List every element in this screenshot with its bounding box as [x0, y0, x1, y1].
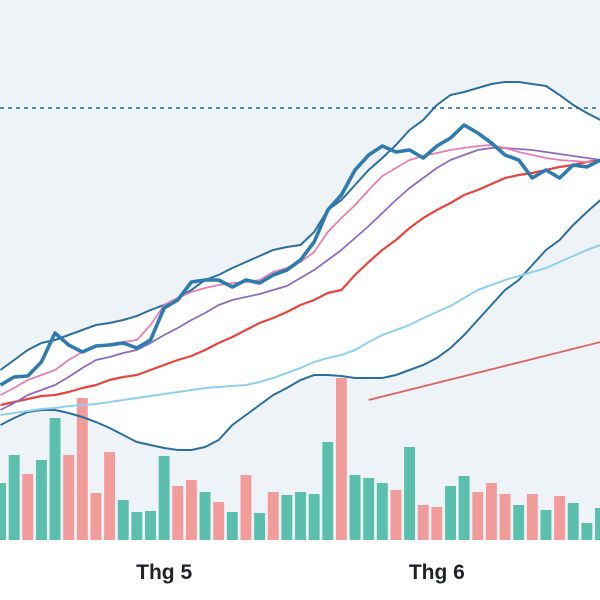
volume-bar	[90, 493, 102, 540]
band-fill	[0, 82, 600, 450]
volume-bar	[254, 513, 266, 540]
volume-bar	[431, 507, 443, 540]
volume-bar	[131, 512, 143, 540]
volume-bar	[595, 508, 600, 540]
volume-bar	[404, 447, 416, 540]
volume-bar	[526, 494, 538, 540]
volume-bar	[513, 505, 525, 540]
volume-bar	[322, 442, 334, 540]
volume-bar	[0, 483, 6, 540]
volume-bar	[472, 492, 484, 540]
volume-bar	[445, 486, 456, 540]
volume-bar	[158, 456, 170, 540]
volume-bar	[267, 492, 279, 540]
volume-bar	[458, 476, 470, 540]
volume-bar	[308, 494, 320, 540]
volume-bar	[363, 478, 375, 540]
volume-bar	[35, 460, 47, 540]
volume-bar	[104, 452, 116, 540]
volume-bar	[76, 398, 88, 540]
volume-bar	[22, 474, 34, 540]
trendline	[368, 341, 600, 401]
line-series	[0, 244, 600, 416]
volume-bar	[213, 502, 225, 540]
volume-bar	[49, 418, 61, 540]
volume-bar	[335, 378, 347, 540]
volume-bar	[499, 494, 511, 540]
volume-bar	[63, 455, 75, 540]
band-lower	[0, 199, 600, 451]
axis-background	[0, 540, 600, 600]
volume-bar	[117, 500, 129, 540]
volume-bar	[240, 475, 252, 540]
volume-bar	[581, 523, 593, 540]
volume-bar	[145, 511, 156, 540]
volume-bar	[226, 512, 238, 540]
volume-bar	[172, 486, 184, 540]
volume-bar	[8, 455, 20, 540]
volume-bar	[540, 510, 552, 540]
volume-bar	[417, 505, 429, 540]
volume-bar	[390, 490, 402, 540]
volume-bar	[349, 475, 361, 540]
volume-bar	[376, 483, 388, 540]
volume-bar	[567, 503, 579, 540]
volume-bar	[281, 495, 293, 540]
volume-bar	[554, 496, 566, 540]
line-series	[0, 158, 600, 407]
band-upper	[0, 81, 600, 371]
volume-bar	[185, 480, 197, 540]
line-series	[0, 147, 600, 411]
volume-bar	[295, 492, 306, 540]
volume-bar	[485, 483, 497, 540]
line-series	[0, 123, 600, 387]
volume-bar	[199, 492, 211, 540]
x-tick-label: Thg 5	[136, 561, 192, 584]
x-tick-label: Thg 6	[409, 561, 465, 584]
